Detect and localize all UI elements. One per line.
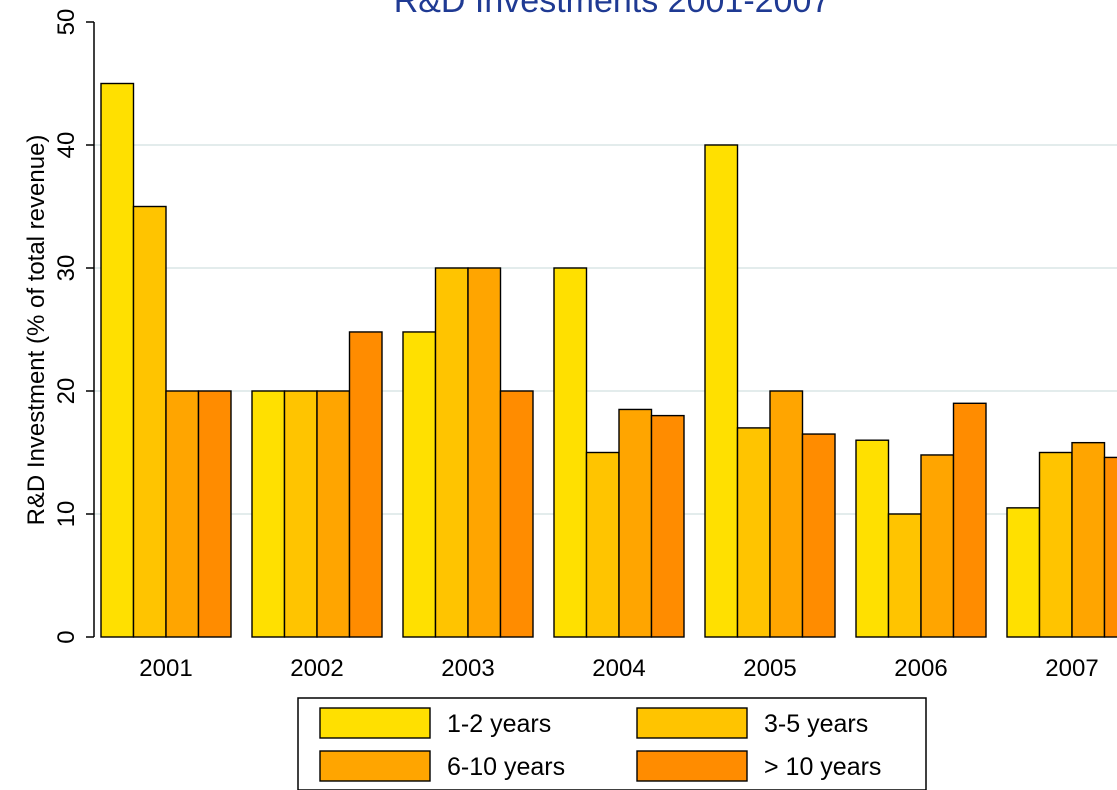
bar-2001-series-2: [132, 205, 167, 638]
legend-swatch-1: [319, 707, 431, 739]
x-tick-label-2001: 2001: [139, 655, 192, 682]
x-tick-label-2002: 2002: [290, 655, 343, 682]
y-tick-label-50: 50: [53, 9, 80, 36]
x-tick-label-2003: 2003: [441, 655, 494, 682]
bar-2003-series-1: [402, 331, 437, 638]
bar-2006-series-1: [855, 439, 890, 638]
bar-2007-series-3: [1071, 441, 1106, 638]
y-tick-label-20: 20: [53, 378, 80, 405]
y-tick-label-40: 40: [53, 132, 80, 159]
bar-2005-series-2: [736, 427, 771, 638]
legend-swatch-2: [636, 707, 748, 739]
legend-swatch-4: [636, 750, 748, 782]
y-tick-label-0: 0: [53, 630, 80, 643]
y-tick-label-30: 30: [53, 255, 80, 282]
bar-2003-series-3: [467, 267, 502, 638]
bar-2005-series-3: [769, 390, 804, 638]
bar-2004-series-1: [553, 267, 588, 638]
y-axis-label: R&D Investment (% of total revenue): [23, 135, 50, 526]
bar-2002-series-2: [283, 390, 318, 638]
x-tick-label-2007: 2007: [1045, 655, 1098, 682]
bar-2002-series-3: [316, 390, 351, 638]
bars: [100, 82, 1117, 638]
bar-2007-series-1: [1006, 507, 1041, 638]
bar-2001-series-4: [197, 390, 232, 638]
bar-2007-series-4: [1103, 456, 1117, 638]
bar-2003-series-2: [434, 267, 469, 638]
y-tick-label-10: 10: [53, 501, 80, 528]
chart-title: R&D Investments 2001-2007: [394, 0, 831, 20]
legend-label-2: 3-5 years: [764, 710, 868, 738]
axes: 2001 2002 2003 2004 2005 2006 2007 0 10 20 30 40 50: [53, 9, 1099, 682]
legend: 1-2 years 3-5 years 6-10 years > 10 years: [297, 697, 927, 790]
bar-2001-series-1: [100, 82, 135, 638]
legend-label-3: 6-10 years: [447, 753, 565, 781]
bar-2002-series-1: [251, 390, 286, 638]
bar-2003-series-4: [499, 390, 534, 638]
x-tick-label-2005: 2005: [743, 655, 796, 682]
bar-2002-series-4: [348, 331, 383, 638]
bar-2006-series-3: [920, 454, 955, 638]
bar-2005-series-1: [704, 144, 739, 638]
bar-2004-series-4: [650, 414, 685, 638]
bar-2007-series-2: [1038, 451, 1073, 638]
bar-2006-series-2: [887, 513, 922, 638]
x-tick-label-2006: 2006: [894, 655, 947, 682]
bar-2004-series-2: [585, 451, 620, 638]
bar-2006-series-4: [952, 402, 987, 638]
bar-2005-series-4: [801, 433, 836, 638]
legend-label-4: > 10 years: [764, 753, 881, 781]
bar-2004-series-3: [618, 408, 653, 638]
x-tick-label-2004: 2004: [592, 655, 645, 682]
legend-label-1: 1-2 years: [447, 710, 551, 738]
bar-2001-series-3: [165, 390, 200, 638]
legend-swatch-3: [319, 750, 431, 782]
